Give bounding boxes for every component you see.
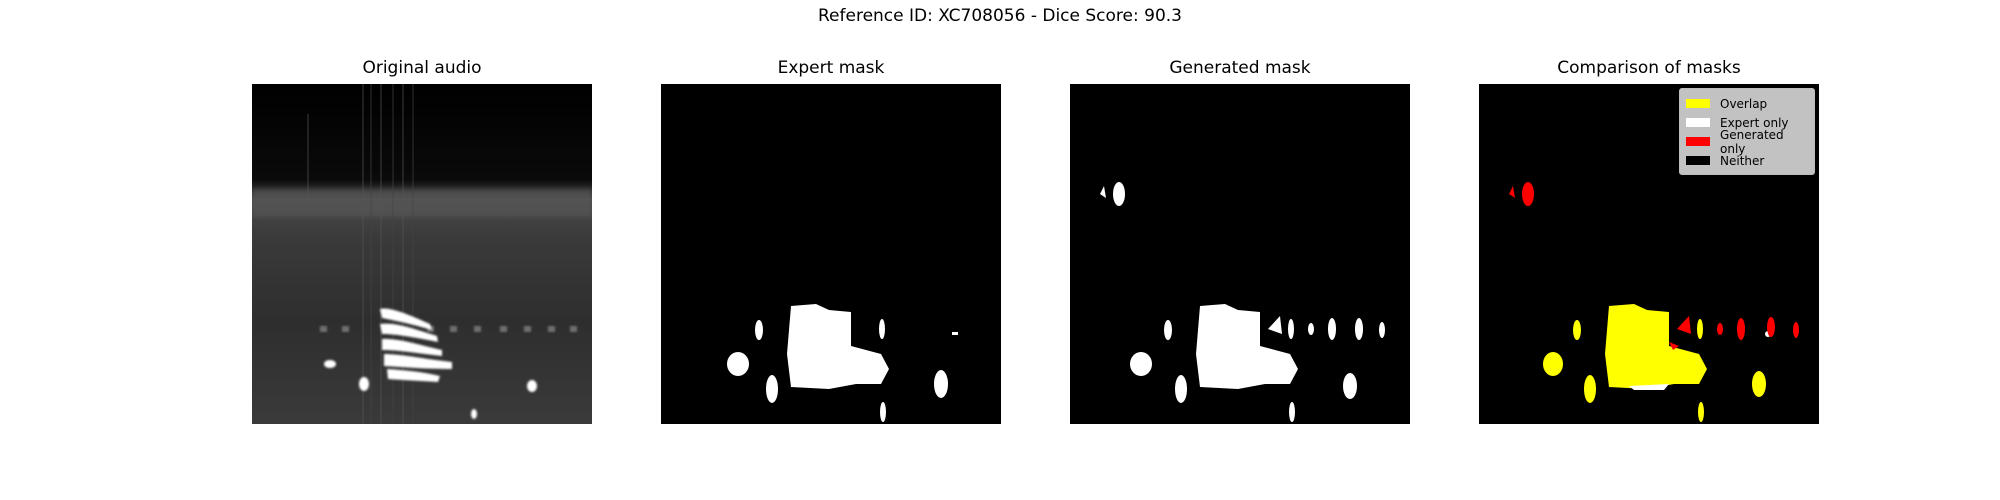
legend-label: Generated only <box>1720 127 1784 156</box>
legend-label: Overlap <box>1720 96 1768 111</box>
panel-title: Expert mask <box>777 58 885 78</box>
comparison-image: Overlap Expert only Generated only Neith… <box>1479 84 1819 424</box>
legend-swatch <box>1686 99 1710 108</box>
expert-mask-regions <box>727 304 958 422</box>
generated-mask-svg <box>1070 84 1410 424</box>
spectrogram-svg <box>252 84 592 424</box>
spectrogram-image <box>252 84 592 424</box>
expert-mask-image <box>661 84 1001 424</box>
legend-item-neither: Neither <box>1686 151 1808 170</box>
noise-band <box>252 189 592 217</box>
vertical-streaks <box>307 84 414 424</box>
bird-call <box>324 308 537 419</box>
legend-swatch <box>1686 156 1710 165</box>
expert-mask-svg <box>661 84 1001 424</box>
overlap-regions <box>1543 304 1766 422</box>
generated-only-regions <box>1509 182 1799 350</box>
legend-item-expert-only: Expert only <box>1686 113 1808 132</box>
panel-generated-mask: Generated mask <box>1070 56 1410 424</box>
generated-mask-image <box>1070 84 1410 424</box>
panel-comparison: Comparison of masks <box>1479 56 1819 424</box>
legend-label: Neither <box>1720 153 1765 168</box>
legend: Overlap Expert only Generated only Neith… <box>1679 88 1815 175</box>
legend-label: Expert only <box>1720 115 1789 130</box>
generated-mask-regions <box>1100 182 1385 422</box>
legend-item-generated-only: Generated only <box>1686 128 1808 156</box>
legend-item-overlap: Overlap <box>1686 94 1808 113</box>
legend-swatch <box>1686 137 1710 146</box>
panel-original-audio: Original audio <box>252 56 592 424</box>
panel-title: Original audio <box>362 58 482 78</box>
panel-title: Comparison of masks <box>1557 58 1741 78</box>
legend-swatch <box>1686 118 1710 127</box>
panel-title: Generated mask <box>1169 58 1311 78</box>
panel-expert-mask: Expert mask <box>661 56 1001 424</box>
figure-title: Reference ID: XC708056 - Dice Score: 90.… <box>818 6 1182 26</box>
